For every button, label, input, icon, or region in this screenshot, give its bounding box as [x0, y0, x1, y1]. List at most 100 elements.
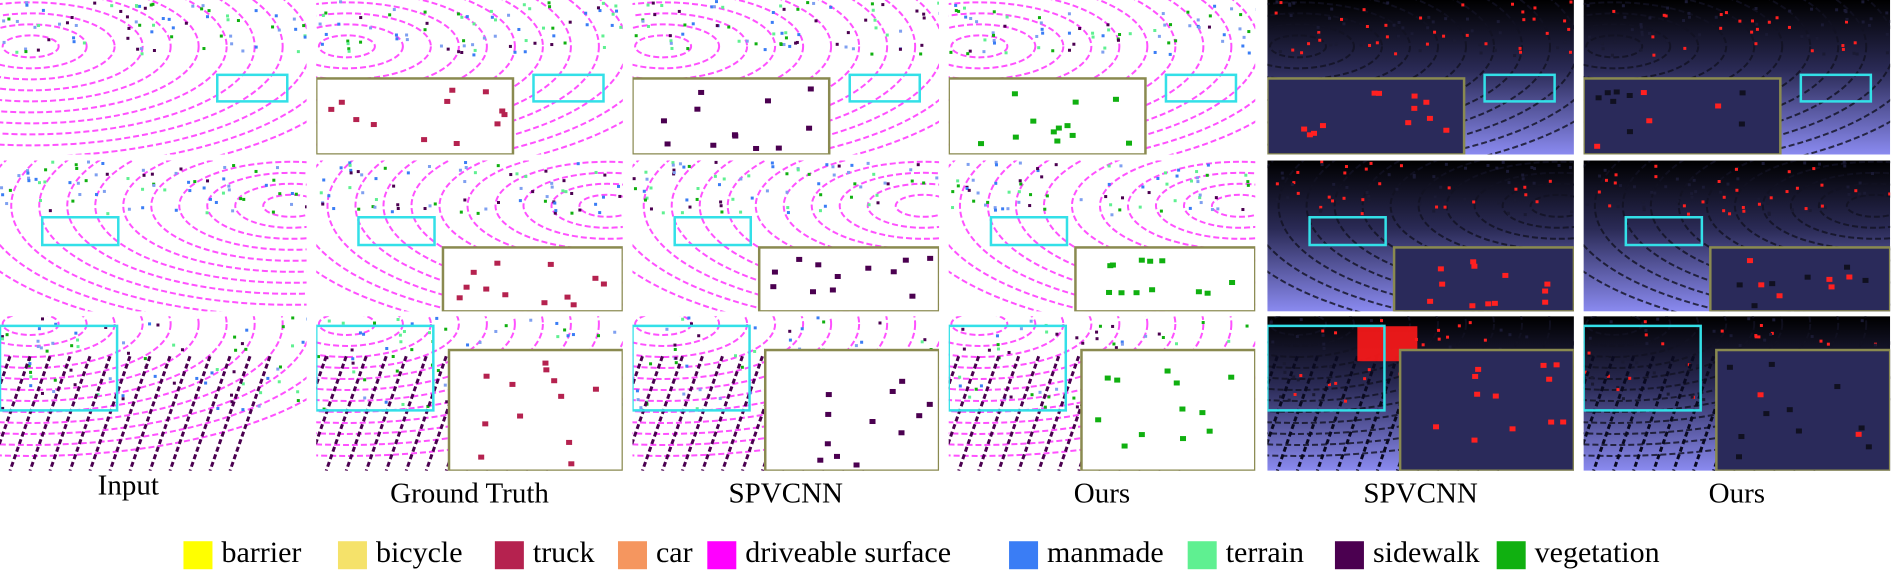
point: [1826, 342, 1830, 346]
point: [739, 210, 743, 214]
panel: [0, 160, 307, 312]
point: [1288, 3, 1292, 7]
scan-ring: [0, 339, 307, 435]
point: [1823, 205, 1827, 209]
point: [254, 169, 258, 173]
point: [392, 8, 396, 12]
scan-ring: [316, 316, 460, 369]
point: [1822, 52, 1826, 56]
inset: [1709, 246, 1891, 312]
point: [1120, 340, 1124, 344]
point: [1331, 199, 1335, 203]
inset-point: [1738, 434, 1745, 440]
point: [1028, 204, 1032, 208]
point: [1159, 209, 1163, 213]
point: [922, 12, 926, 16]
point: [7, 17, 11, 21]
point: [1432, 209, 1436, 213]
scan-ring: [948, 23, 1037, 70]
point: [316, 355, 320, 359]
point: [1648, 16, 1652, 20]
point: [1736, 177, 1740, 181]
point: [1190, 179, 1194, 183]
point: [1103, 46, 1107, 50]
point: [254, 9, 258, 13]
point: [348, 186, 352, 190]
point: [1461, 3, 1465, 7]
point: [1319, 208, 1323, 212]
inset-point: [978, 141, 985, 147]
point: [822, 320, 826, 324]
point: [844, 45, 848, 49]
inset-point: [1470, 259, 1477, 265]
point: [1650, 190, 1654, 194]
point: [1334, 331, 1338, 335]
point: [1432, 175, 1436, 179]
point: [1568, 165, 1572, 169]
scan-ring: [1583, 23, 1672, 70]
point: [1635, 361, 1639, 365]
point: [439, 44, 443, 48]
point: [1118, 208, 1122, 212]
point: [2, 19, 6, 23]
point: [771, 165, 775, 169]
point: [991, 31, 995, 35]
inset-point: [1472, 373, 1479, 379]
scan-ring: [0, 12, 116, 81]
inset-point: [1594, 143, 1601, 149]
zoom-box: [948, 324, 1068, 412]
point: [731, 197, 735, 201]
point: [1330, 7, 1334, 11]
point: [277, 28, 281, 32]
point: [1465, 33, 1469, 37]
point: [1439, 185, 1443, 189]
point: [954, 9, 958, 13]
point: [686, 47, 690, 51]
inset-point: [869, 419, 876, 425]
scan-ring: [578, 193, 623, 218]
point: [1616, 205, 1620, 209]
panel-content: [632, 316, 940, 471]
stripe: [128, 355, 172, 471]
point: [646, 3, 650, 7]
inset-point: [1147, 258, 1154, 264]
point: [327, 194, 331, 198]
point: [93, 1, 97, 5]
scan-ring: [1583, 316, 1756, 380]
point: [464, 161, 468, 165]
point: [47, 38, 51, 42]
point: [1244, 173, 1248, 177]
point: [150, 172, 154, 176]
point: [1587, 351, 1591, 355]
scan-ring: [1583, 0, 1812, 125]
point: [290, 202, 294, 206]
point: [872, 172, 876, 176]
inset-point: [1376, 90, 1383, 96]
point: [1316, 25, 1320, 29]
point: [785, 172, 789, 176]
point: [1858, 181, 1862, 185]
scan-ring: [0, 0, 200, 114]
point: [1369, 319, 1373, 323]
point: [1523, 213, 1527, 217]
point: [1293, 392, 1297, 396]
point: [1161, 335, 1165, 339]
inset-point: [482, 89, 489, 95]
stripe: [8, 355, 52, 471]
point: [271, 25, 275, 29]
point: [294, 192, 298, 196]
point: [206, 179, 210, 183]
point: [1045, 330, 1049, 334]
point: [1484, 42, 1488, 46]
inset: [316, 77, 515, 155]
point: [1029, 319, 1033, 323]
point: [1845, 20, 1849, 24]
point: [1075, 336, 1079, 340]
inset-point: [796, 256, 803, 262]
inset-point: [494, 260, 501, 266]
point: [240, 342, 244, 346]
point: [482, 36, 486, 40]
point: [1247, 30, 1251, 34]
point: [1714, 15, 1718, 19]
